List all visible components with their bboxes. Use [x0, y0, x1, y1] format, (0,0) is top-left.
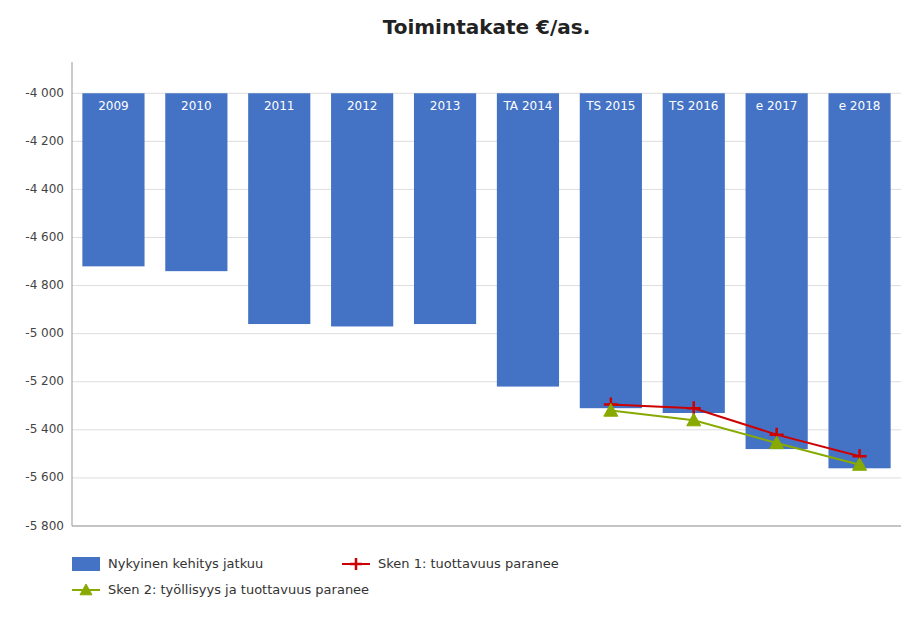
tick-label: -5 400: [25, 422, 64, 436]
grid-line: [72, 526, 901, 527]
category-label: e 2018: [839, 99, 881, 113]
legend-label: Sken 1: tuottavuus paranee: [378, 556, 559, 571]
grid-line: [72, 477, 901, 478]
y-axis-line: [72, 62, 73, 526]
tick-label: -4 600: [25, 230, 64, 244]
category-label: TA 2014: [502, 99, 552, 113]
category-label: 2012: [347, 99, 378, 113]
bar: [663, 93, 725, 413]
tick-label: -5 200: [25, 374, 64, 388]
bar: [497, 93, 559, 386]
bar: [580, 93, 642, 408]
legend-swatch: [72, 557, 100, 571]
tick-label: -5 800: [25, 519, 64, 533]
chart: Toimintakate €/as. -4 000 -4 200 -4 400 -4 6…: [0, 0, 921, 638]
bar: [414, 93, 476, 324]
category-label: TS 2016: [668, 99, 718, 113]
category-label: e 2017: [756, 99, 798, 113]
marks: [82, 93, 890, 470]
x-axis-line: [72, 526, 901, 527]
bar: [82, 93, 144, 266]
category-label: 2009: [98, 99, 129, 113]
tick-label: -4 200: [25, 134, 64, 148]
legend: Nykyinen kehitys jatkuu Sken 1: tuottavuu…: [72, 556, 559, 597]
line: [611, 405, 860, 457]
legend-marker: [350, 558, 362, 570]
legend-label: Sken 2: työllisyys ja tuottavuus paranee: [108, 582, 369, 597]
bar: [165, 93, 227, 271]
bar: [248, 93, 310, 324]
tick-label: -4 400: [25, 182, 64, 196]
bar: [746, 93, 808, 449]
tick-label: -5 600: [25, 470, 64, 484]
bar: [828, 93, 890, 468]
category-label: TS 2015: [585, 99, 635, 113]
category-labels: 2009 2010 2011 2012 2013 TA 2014 TS 2015 TS 201…: [98, 99, 880, 113]
tick-label: -4 800: [25, 278, 64, 292]
tick-label: -5 000: [25, 326, 64, 340]
legend-marker: [80, 584, 92, 595]
category-label: 2011: [264, 99, 295, 113]
category-label: 2013: [430, 99, 461, 113]
tick-label: -4 000: [25, 86, 64, 100]
title: Toimintakate €/as.: [383, 15, 591, 39]
bar: [331, 93, 393, 326]
marker: [604, 404, 618, 417]
bars: [82, 93, 890, 468]
marker: [853, 458, 867, 471]
line: [611, 411, 860, 465]
marker: [687, 413, 701, 426]
marker: [770, 436, 784, 449]
legend-label: Nykyinen kehitys jatkuu: [108, 556, 263, 571]
category-label: 2010: [181, 99, 212, 113]
